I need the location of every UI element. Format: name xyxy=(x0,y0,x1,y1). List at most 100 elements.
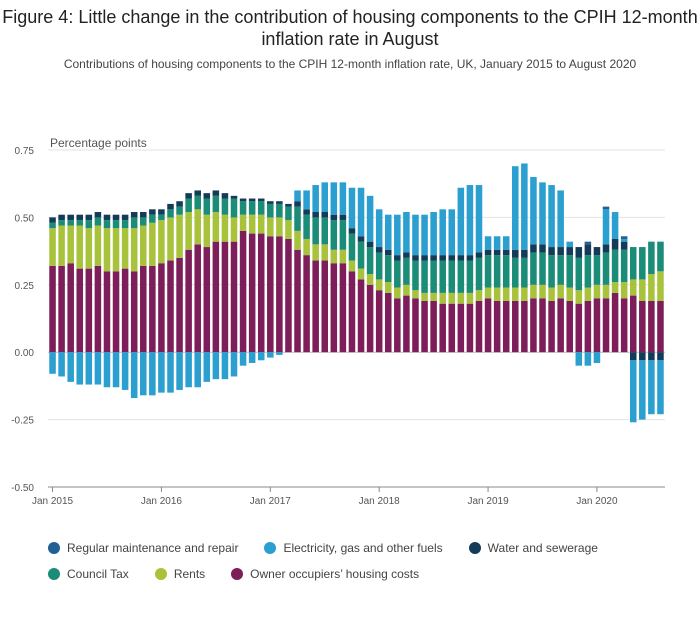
bar-segment xyxy=(103,352,111,388)
legend-item-council-tax[interactable]: Council Tax xyxy=(48,567,129,581)
x-axis: Jan 2015 Jan 2016 Jan 2017 Jan 2018 Jan 2019… xyxy=(32,486,665,507)
bar-segment xyxy=(276,201,283,204)
bar-segment xyxy=(185,212,192,250)
bar-segment xyxy=(257,214,265,234)
bar-segment xyxy=(403,252,410,258)
bar-segment xyxy=(294,230,301,250)
bar-segment xyxy=(348,187,356,229)
x-tick-label: Jan 2015 xyxy=(32,496,74,507)
bar-segment xyxy=(276,236,283,353)
bar-segment xyxy=(85,228,93,269)
legend-item-ooh[interactable]: Owner occupiers’ housing costs xyxy=(231,567,419,581)
bar-segment xyxy=(366,241,374,248)
bar-segment xyxy=(58,352,65,377)
bar-segment xyxy=(267,352,274,358)
bar-segment xyxy=(557,284,564,299)
bar-segment xyxy=(602,298,610,353)
bar-segment xyxy=(575,247,583,258)
bar-segment xyxy=(185,198,192,213)
bar-segment xyxy=(230,198,238,218)
y-tick-label: -0.50 xyxy=(11,483,34,494)
bar-segment xyxy=(521,249,528,258)
bar-segment xyxy=(194,352,201,388)
bar-segment xyxy=(530,284,537,299)
bar-segment xyxy=(575,303,583,353)
bar-segment xyxy=(267,217,274,237)
bar-segment xyxy=(239,352,247,366)
bar-segment xyxy=(149,352,156,396)
bar-segment xyxy=(257,201,265,215)
legend-label: Water and sewerage xyxy=(487,541,598,555)
bar-segment xyxy=(593,284,601,299)
bar-segment xyxy=(484,287,492,299)
y-tick-label: 0.50 xyxy=(15,213,35,224)
bar-segment xyxy=(512,166,519,250)
bar-segment xyxy=(412,298,419,353)
legend-swatch xyxy=(48,568,60,580)
bar-segment xyxy=(167,203,174,210)
bar-segment xyxy=(412,260,419,291)
bar-segment xyxy=(321,212,329,218)
bar-segment xyxy=(639,360,646,420)
bar-segment xyxy=(257,198,265,202)
bar-segment xyxy=(639,352,646,361)
bar-segment xyxy=(448,303,456,353)
bar-segment xyxy=(230,352,238,377)
bar-segment xyxy=(521,287,528,301)
bar-segment xyxy=(384,292,392,353)
bar-segment xyxy=(94,225,102,266)
bar-segment xyxy=(548,287,555,301)
bar-segment xyxy=(176,206,183,215)
bar-segment xyxy=(403,295,410,353)
bar-segment xyxy=(384,249,392,256)
y-axis-ticks: 0.75 0.50 0.25 0.00 -0.25 -0.50 xyxy=(11,146,34,494)
bar-segment xyxy=(493,236,501,250)
bar-segment xyxy=(421,292,428,301)
bar-segment xyxy=(475,257,483,291)
bar-segment xyxy=(502,236,510,250)
bar-segment xyxy=(248,201,256,215)
legend-item-rents[interactable]: Rents xyxy=(154,567,205,581)
bar-segment xyxy=(140,352,147,396)
x-tick-label: Jan 2018 xyxy=(359,496,401,507)
bar-segment xyxy=(639,300,646,353)
bar-segment xyxy=(493,249,501,256)
bar-segment xyxy=(194,190,201,196)
bar-segment xyxy=(312,212,319,218)
bar-segment xyxy=(421,260,428,293)
bar-segment xyxy=(593,255,601,285)
bar-segment xyxy=(394,260,401,288)
legend-swatch xyxy=(468,542,481,554)
bar-segment xyxy=(303,214,310,239)
bar-segment xyxy=(620,249,628,283)
bar-segment xyxy=(85,268,93,353)
bar-segment xyxy=(140,265,147,353)
bars xyxy=(49,163,664,423)
bar-segment xyxy=(121,214,129,221)
x-tick-label: Jan 2020 xyxy=(576,496,618,507)
bar-segment xyxy=(557,190,564,248)
legend-label: Electricity, gas and other fuels xyxy=(283,541,443,555)
bar-segment xyxy=(448,255,456,261)
bar-segment xyxy=(566,255,573,288)
bar-segment xyxy=(566,287,573,301)
bar-segment xyxy=(620,236,628,239)
legend-item-electricity[interactable]: Electricity, gas and other fuels xyxy=(264,541,443,555)
bar-segment xyxy=(339,249,347,264)
bar-segment xyxy=(312,217,319,245)
bar-segment xyxy=(593,352,601,363)
bar-segment xyxy=(203,193,211,199)
bar-segment xyxy=(158,263,165,353)
bar-segment xyxy=(248,352,256,363)
bar-segment xyxy=(493,300,501,353)
legend-item-maintenance[interactable]: Regular maintenance and repair xyxy=(48,541,238,555)
bar-segment xyxy=(602,209,610,245)
bar-segment xyxy=(303,190,310,210)
bar-segment xyxy=(521,257,528,288)
bar-segment xyxy=(67,352,74,382)
bar-segment xyxy=(484,236,492,250)
bar-segment xyxy=(375,252,383,280)
bar-segment xyxy=(203,352,211,382)
bar-segment xyxy=(648,352,655,361)
legend-item-water[interactable]: Water and sewerage xyxy=(468,541,598,555)
